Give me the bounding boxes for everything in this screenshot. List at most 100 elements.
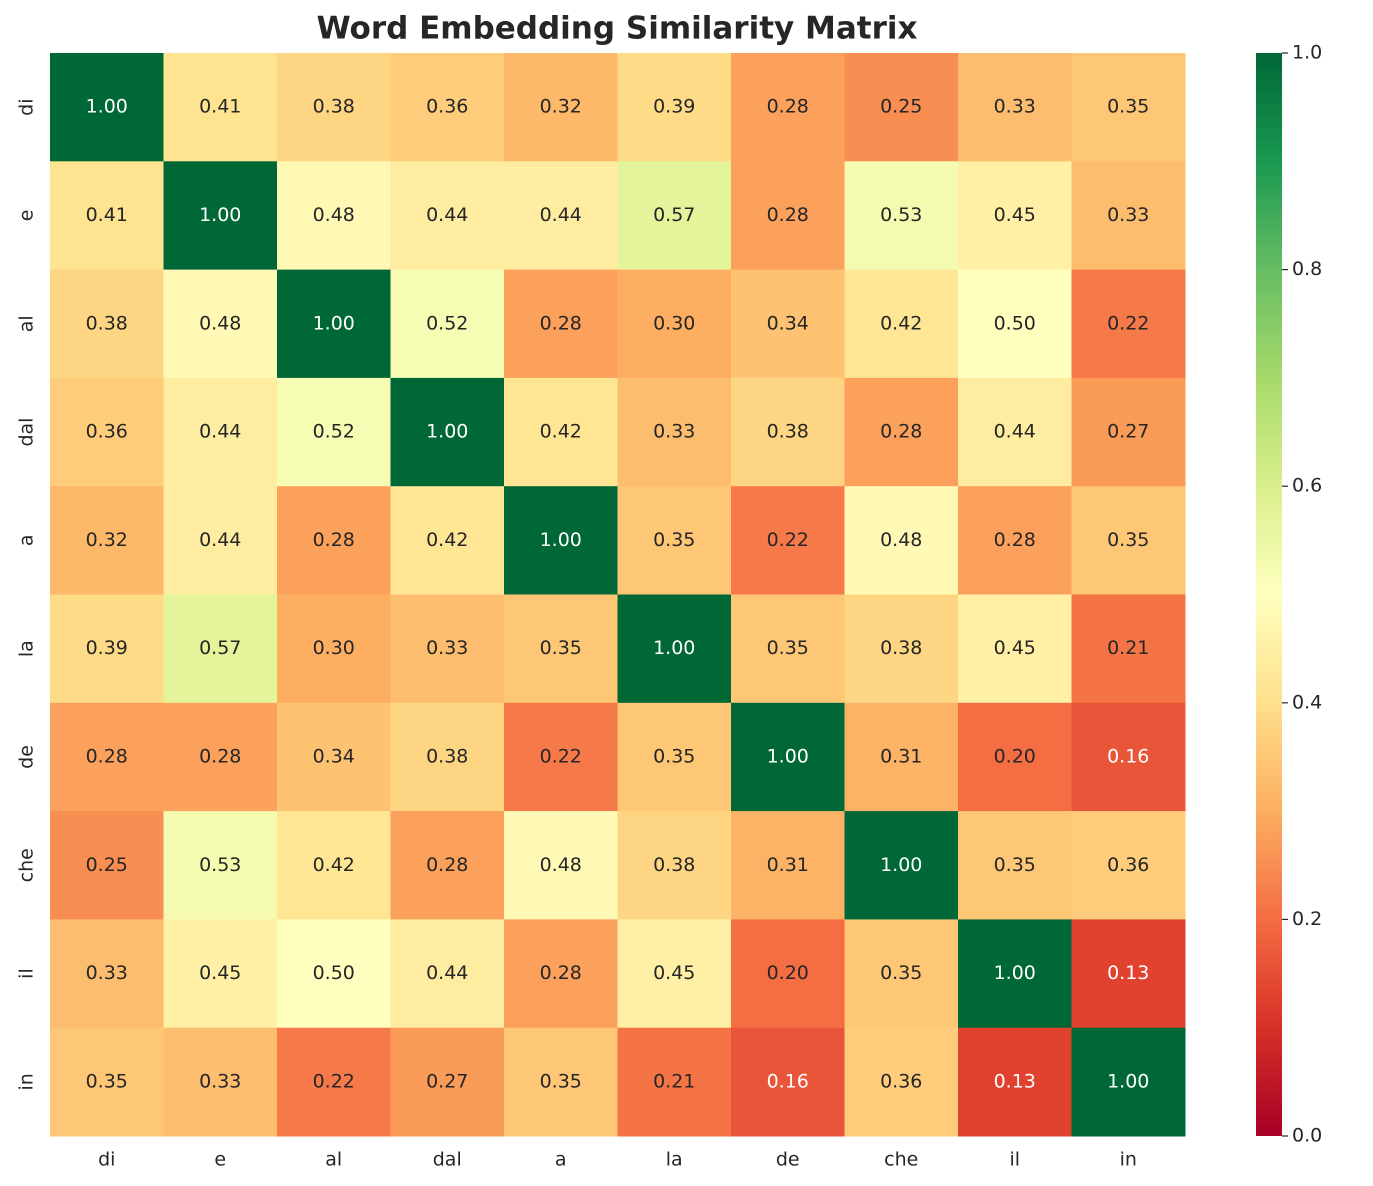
cell-label: 1.00 (199, 204, 241, 226)
heatmap-cell (50, 594, 164, 704)
cell-label: 0.57 (653, 204, 695, 226)
heatmap-cell (958, 919, 1072, 1029)
heatmap-cell (163, 161, 278, 271)
heatmap-cell (277, 1027, 391, 1137)
heatmap-cell (163, 53, 278, 162)
cell-label: 1.00 (880, 854, 922, 876)
colorbar-tick-label: 0.2 (1292, 908, 1322, 930)
heatmap-cell (504, 161, 618, 271)
cell-label: 0.28 (880, 421, 922, 443)
cell-label: 0.52 (426, 312, 468, 334)
cell-label: 0.30 (653, 312, 695, 334)
heatmap-cell (390, 377, 505, 487)
cell-label: 0.33 (426, 637, 468, 659)
y-tick-label: il (16, 968, 38, 979)
heatmap-cell (1071, 486, 1186, 595)
heatmap-cell (958, 269, 1072, 379)
heatmap-cell (844, 161, 959, 271)
heatmap-cell (617, 377, 732, 487)
heatmap-cell (504, 594, 618, 704)
heatmap-cell (844, 486, 959, 595)
y-tick-label: al (16, 315, 38, 332)
heatmap-cell (958, 594, 1072, 704)
cell-label: 0.33 (653, 421, 695, 443)
heatmap-cell (958, 702, 1072, 812)
y-tick-label: che (16, 848, 38, 882)
cell-label: 0.44 (199, 421, 241, 443)
cell-label: 0.36 (1107, 854, 1149, 876)
heatmap-cell (50, 702, 164, 812)
heatmap-cell (163, 377, 278, 487)
cell-label: 1.00 (313, 312, 355, 334)
cell-label: 0.48 (880, 529, 922, 551)
heatmap-cell (617, 702, 732, 812)
heatmap-cell (390, 702, 505, 812)
chart-title: Word Embedding Similarity Matrix (316, 11, 917, 47)
cell-label: 0.44 (540, 204, 582, 226)
heatmap-cell (958, 53, 1072, 162)
heatmap-cell (163, 811, 278, 920)
heatmap-cell (390, 1027, 505, 1137)
cell-label: 1.00 (1107, 1070, 1149, 1092)
heatmap-cell (277, 486, 391, 595)
cell-label: 0.35 (540, 1070, 582, 1092)
cell-label: 0.42 (880, 312, 922, 334)
cell-label: 0.21 (1107, 637, 1149, 659)
heatmap-cell (844, 269, 959, 379)
cell-label: 0.35 (767, 637, 809, 659)
cell-label: 0.35 (880, 962, 922, 984)
heatmap-cell (50, 161, 164, 271)
heatmap-cell (504, 377, 618, 487)
cell-label: 0.22 (1107, 312, 1149, 334)
cell-label: 0.28 (540, 312, 582, 334)
cell-label: 0.35 (1107, 96, 1149, 118)
cell-label: 1.00 (767, 745, 809, 767)
cell-label: 0.34 (313, 745, 355, 767)
cell-label: 0.36 (86, 421, 128, 443)
heatmap-cell (617, 161, 732, 271)
cell-label: 0.27 (1107, 421, 1149, 443)
cell-label: 0.31 (880, 745, 922, 767)
cell-label: 0.39 (86, 637, 128, 659)
cell-label: 0.45 (199, 962, 241, 984)
heatmap-cell (50, 811, 164, 920)
heatmap-cell (50, 377, 164, 487)
cell-label: 0.28 (86, 745, 128, 767)
heatmap-cell (390, 811, 505, 920)
heatmap-cell (731, 702, 845, 812)
cell-label: 0.44 (426, 204, 468, 226)
heatmap-cell (163, 269, 278, 379)
heatmap-cell (163, 486, 278, 595)
cell-label: 0.33 (86, 962, 128, 984)
cell-label: 0.38 (767, 421, 809, 443)
cell-label: 0.35 (1107, 529, 1149, 551)
y-tick-label: de (16, 745, 38, 769)
cell-label: 0.16 (767, 1070, 809, 1092)
y-tick-label: dal (16, 418, 38, 447)
heatmap-cell (844, 702, 959, 812)
colorbar-tick-label: 0.4 (1292, 691, 1322, 713)
x-tick-label: la (666, 1149, 683, 1171)
cell-label: 0.44 (994, 421, 1036, 443)
heatmap-cell (844, 594, 959, 704)
colorbar (1256, 53, 1282, 1136)
heatmap-cell (844, 919, 959, 1029)
heatmap-cell (504, 1027, 618, 1137)
cell-label: 0.34 (767, 312, 809, 334)
heatmap-cell (1071, 377, 1186, 487)
cell-label: 0.38 (86, 312, 128, 334)
cell-label: 0.28 (426, 854, 468, 876)
heatmap-cell (390, 161, 505, 271)
cell-label: 0.53 (880, 204, 922, 226)
heatmap-cell (50, 486, 164, 595)
heatmap-cell (617, 811, 732, 920)
heatmap-cell (844, 377, 959, 487)
heatmap-cell (50, 269, 164, 379)
x-tick-label: dal (433, 1149, 462, 1171)
cell-label: 0.42 (540, 421, 582, 443)
x-tick-label: a (555, 1149, 567, 1171)
heatmap-cell (617, 1027, 732, 1137)
heatmap-cell (277, 269, 391, 379)
cell-label: 0.20 (994, 745, 1036, 767)
